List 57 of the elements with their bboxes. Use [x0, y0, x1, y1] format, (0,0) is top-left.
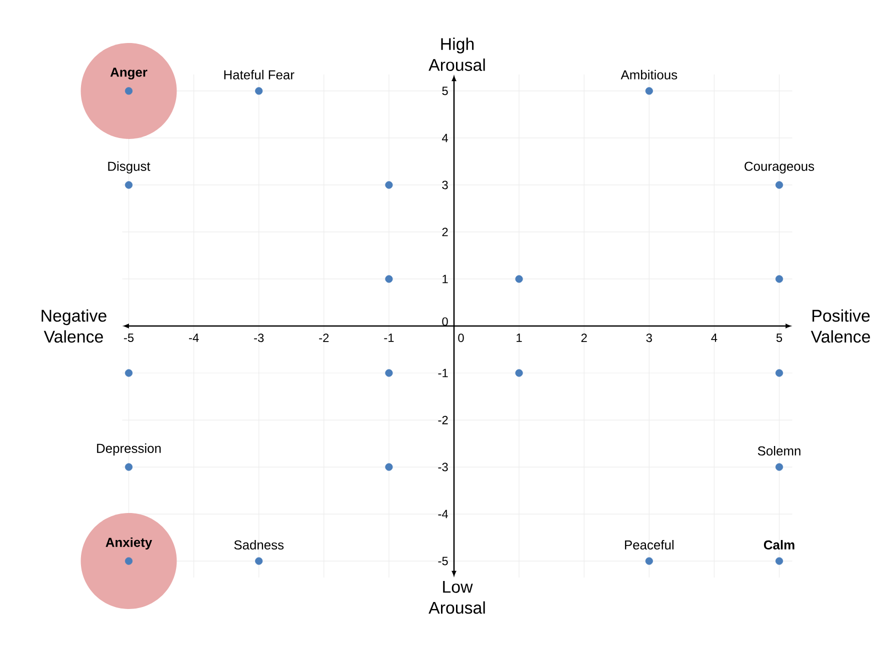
point [515, 275, 523, 283]
y-axis-title: High Arousal [428, 38, 485, 71]
point [385, 463, 393, 471]
y-tick-label: -3 [438, 462, 448, 472]
point [775, 557, 784, 565]
point [385, 369, 393, 377]
x-tick-label: 5 [776, 334, 782, 342]
y-tick-label: -4 [438, 510, 448, 518]
y-tick-label: 4 [442, 134, 448, 142]
point [385, 181, 393, 189]
annotation: Solemn [758, 446, 800, 456]
annotation: Calm [764, 540, 794, 550]
annotation: Hateful Fear [224, 70, 294, 80]
point [124, 369, 133, 377]
y-tick-label: 5 [442, 86, 448, 96]
annotation: Depression [97, 443, 161, 456]
point [124, 463, 133, 471]
x-tick-label: -2 [319, 334, 329, 342]
y-tick-label: -1 [438, 368, 448, 378]
annotation: Sadness [234, 540, 284, 550]
annotation: Ambitious [620, 70, 678, 80]
x-tick-label: -5 [124, 334, 134, 342]
point [515, 369, 523, 377]
point [775, 463, 784, 471]
x-tick-label: -4 [189, 334, 199, 342]
x-tick-label: -3 [254, 334, 264, 342]
annotation: Anger [110, 68, 148, 80]
y-tick-label: 0 [442, 317, 448, 326]
point [124, 87, 133, 95]
x-tick-label: 0 [458, 334, 464, 342]
text: Negative Valence [42, 309, 106, 343]
annotation: Courageous [744, 162, 814, 174]
annotation: Anxiety [106, 537, 152, 550]
point [775, 275, 784, 283]
y-tick-label: -5 [438, 556, 448, 566]
y-tick-label: 2 [442, 228, 448, 236]
point [385, 275, 393, 283]
point [124, 181, 133, 189]
point [255, 87, 263, 95]
x-tick-label: 3 [646, 334, 652, 342]
point [775, 369, 784, 377]
x-tick-label: -1 [384, 334, 394, 342]
x-tick-label: 2 [581, 334, 587, 342]
point [645, 557, 653, 565]
text: Low Arousal [428, 581, 485, 614]
annotation: Disgust [108, 161, 150, 174]
point [124, 557, 133, 565]
x-tick-label: 4 [711, 334, 718, 342]
annotation: Peaceful [625, 540, 674, 550]
x-tick-label: 1 [516, 334, 522, 342]
point [775, 181, 784, 189]
point [255, 557, 263, 565]
point [645, 87, 653, 95]
y-tick-label: 1 [442, 274, 448, 284]
y-tick-label: 3 [442, 180, 448, 190]
y-tick-label: -2 [438, 416, 448, 424]
x-axis-title: Positive Valence [810, 309, 870, 343]
